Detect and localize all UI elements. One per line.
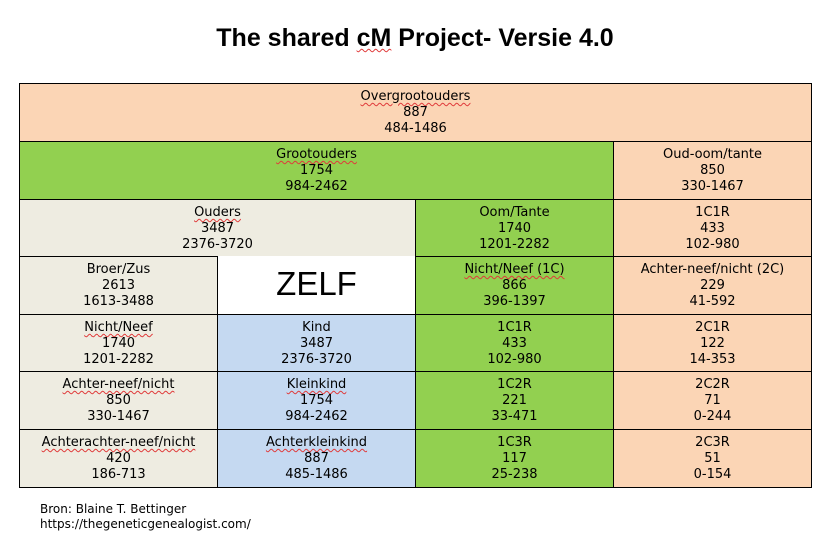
cell-avg: 2613: [101, 278, 136, 293]
cell-oom-tante: Oom/Tante 1740 1201-2282: [415, 199, 614, 257]
cell-range: 984-2462: [285, 179, 348, 194]
cell-broer-zus: Broer/Zus 2613 1613-3488: [19, 256, 218, 315]
cell-range: 485-1486: [285, 467, 348, 482]
cell-avg: 420: [106, 451, 131, 466]
cell-avg: 850: [106, 393, 131, 408]
cell-ouders: Ouders 3487 2376-3720: [19, 199, 416, 257]
cell-range: 1201-2282: [479, 237, 550, 252]
cell-avg: 1754: [299, 393, 334, 408]
cell-label: Achter-neef/nicht (2C): [640, 262, 785, 277]
cell-label: 1C2R: [497, 377, 532, 392]
cell-label: Overgrootouders: [360, 89, 471, 104]
cell-label: Nicht/Neef (1C): [464, 262, 565, 277]
cell-avg: 866: [502, 278, 527, 293]
cell-2c2r: 2C2R 71 0-244: [613, 371, 812, 430]
cell-kleinkind: Kleinkind 1754 984-2462: [217, 371, 416, 430]
cell-label: 2C2R: [695, 377, 730, 392]
cell-range: 102-980: [685, 237, 740, 252]
cell-kind: Kind 3487 2376-3720: [217, 314, 416, 372]
cell-label: Grootouders: [276, 147, 357, 162]
source-url: https://thegeneticgenealogist.com/: [40, 517, 251, 531]
cell-zelf: ZELF: [217, 256, 416, 315]
cell-achterkleinkind: Achterkleinkind 887 485-1486: [217, 429, 416, 488]
cell-2c1r: 2C1R 122 14-353: [613, 314, 812, 372]
cell-range: 2376-3720: [281, 352, 352, 367]
cell-range: 102-980: [487, 352, 542, 367]
cell-label: Oom/Tante: [479, 205, 550, 220]
cell-avg: 887: [403, 105, 428, 120]
cell-avg: 3487: [299, 336, 334, 351]
cell-label: 2C1R: [695, 320, 730, 335]
cell-2c3r: 2C3R 51 0-154: [613, 429, 812, 488]
cell-nicht-neef: Nicht/Neef 1740 1201-2282: [19, 314, 218, 372]
cell-range: 33-471: [491, 409, 538, 424]
cell-avg: 433: [700, 221, 725, 236]
cell-range: 14-353: [689, 352, 736, 367]
cell-label: Achterachter-neef/nicht: [41, 435, 196, 450]
cell-label: 1C3R: [497, 435, 532, 450]
cell-1c2r: 1C2R 221 33-471: [415, 371, 614, 430]
title-cm-word: cM: [356, 24, 392, 52]
cell-oud-oom-tante: Oud-oom/tante 850 330-1467: [613, 141, 812, 200]
cell-avg: 51: [704, 451, 721, 466]
cell-avg: 3487: [200, 221, 235, 236]
cell-range: 330-1467: [87, 409, 150, 424]
cell-label: Achter-neef/nicht: [62, 377, 175, 392]
cell-range: 984-2462: [285, 409, 348, 424]
cell-label: Kind: [302, 320, 331, 335]
cell-overgrootouders: Overgrootouders 887 484-1486: [19, 83, 812, 142]
source-note: Bron: Blaine T. Bettinger https://thegen…: [40, 502, 251, 532]
cell-avg: 1740: [101, 336, 136, 351]
cell-avg: 229: [700, 278, 725, 293]
cell-range: 2376-3720: [182, 237, 253, 252]
cell-range: 25-238: [491, 467, 538, 482]
cell-range: 186-713: [91, 467, 146, 482]
cell-label: Oud-oom/tante: [662, 147, 762, 162]
cell-label: 2C3R: [695, 435, 730, 450]
cell-label: Kleinkind: [286, 377, 347, 392]
cell-label: 1C1R: [695, 205, 730, 220]
cell-range: 484-1486: [384, 121, 447, 136]
cell-range: 0-154: [693, 467, 732, 482]
cell-range: 330-1467: [681, 179, 744, 194]
cell-avg: 117: [502, 451, 527, 466]
cell-label: Broer/Zus: [86, 262, 151, 277]
cell-avg: 433: [502, 336, 527, 351]
cell-label: Achterkleinkind: [265, 435, 368, 450]
cell-avg: 71: [704, 393, 721, 408]
cell-nicht-neef-1c: Nicht/Neef (1C) 866 396-1397: [415, 256, 614, 315]
cell-range: 1201-2282: [83, 352, 154, 367]
cell-achter-neef-2c: Achter-neef/nicht (2C) 229 41-592: [613, 256, 812, 315]
cell-avg: 1754: [299, 163, 334, 178]
cell-avg: 850: [700, 163, 725, 178]
cell-avg: 887: [304, 451, 329, 466]
cell-achterachter-neef-nicht: Achterachter-neef/nicht 420 186-713: [19, 429, 218, 488]
page-title: The shared cM Project- Versie 4.0: [216, 24, 614, 52]
cell-label: 1C1R: [497, 320, 532, 335]
cell-grootouders: Grootouders 1754 984-2462: [19, 141, 614, 200]
cell-avg: 221: [502, 393, 527, 408]
cell-avg: 1740: [497, 221, 532, 236]
cell-achter-neef-nicht: Achter-neef/nicht 850 330-1467: [19, 371, 218, 430]
cell-label: Ouders: [194, 205, 241, 220]
cell-range: 41-592: [689, 294, 736, 309]
cell-label: Nicht/Neef: [84, 320, 153, 335]
cell-range: 396-1397: [483, 294, 546, 309]
cell-range: 1613-3488: [83, 294, 154, 309]
cell-1c1r-lower: 1C1R 433 102-980: [415, 314, 614, 372]
cell-1c3r: 1C3R 117 25-238: [415, 429, 614, 488]
cell-1c1r: 1C1R 433 102-980: [613, 199, 812, 257]
cell-avg: 122: [700, 336, 725, 351]
zelf-label: ZELF: [276, 265, 357, 302]
source-author: Bron: Blaine T. Bettinger: [40, 502, 187, 516]
cell-range: 0-244: [693, 409, 732, 424]
